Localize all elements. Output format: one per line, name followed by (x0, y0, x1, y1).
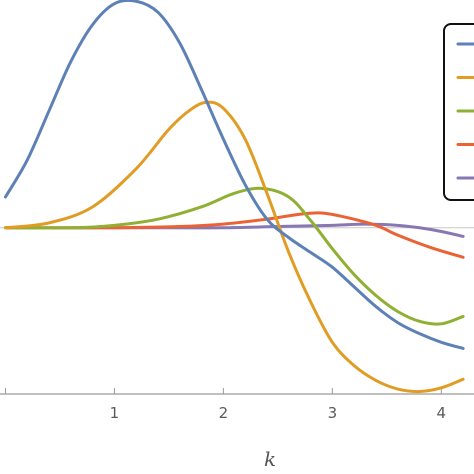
x-tick-label: 3 (328, 404, 338, 422)
x-tick-label: 2 (219, 404, 229, 422)
series-line-2 (3, 100, 465, 394)
series-line-1 (3, 0, 465, 350)
series-line-3 (3, 186, 465, 326)
x-tick-label: 1 (110, 404, 120, 422)
x-axis-label: k (264, 447, 276, 471)
axes (0, 227, 474, 395)
x-tick-label: 4 (437, 404, 447, 422)
legend (443, 23, 474, 201)
series-line-4 (3, 211, 465, 259)
series-group (3, 0, 465, 394)
x-ticks: 1 2 3 4 (4, 388, 447, 422)
